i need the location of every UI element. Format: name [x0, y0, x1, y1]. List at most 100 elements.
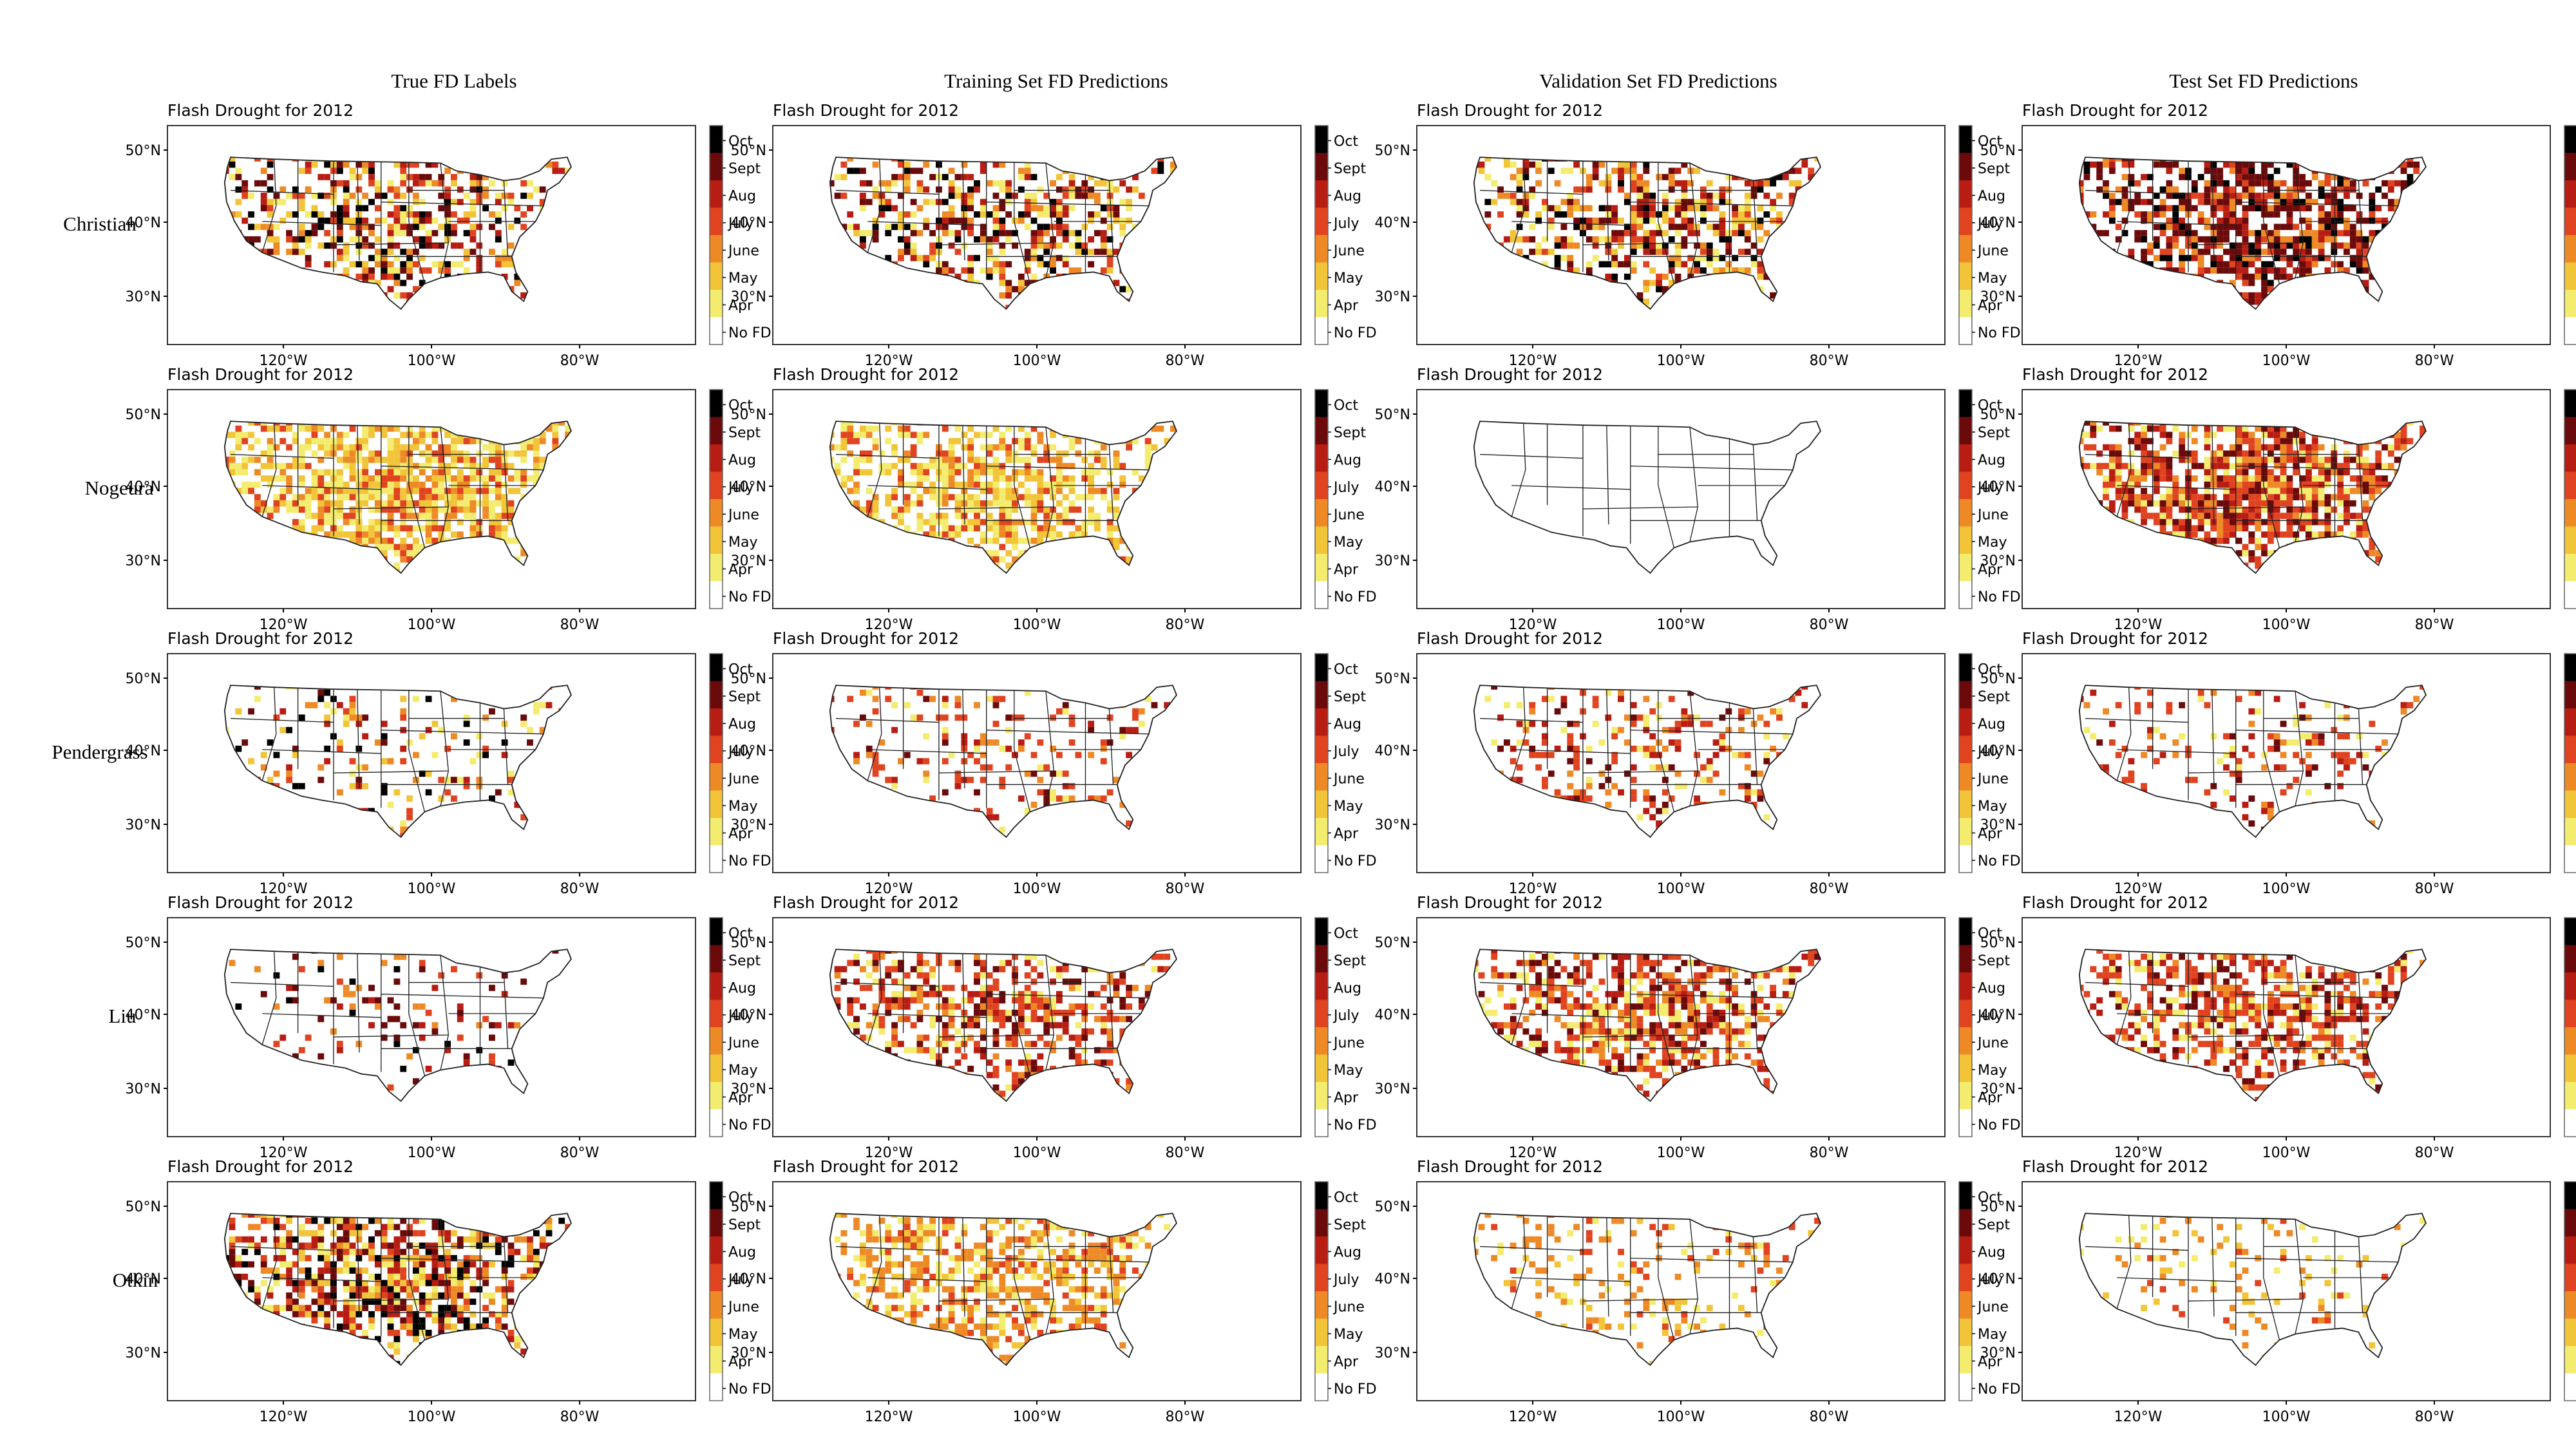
colorbar-label: June — [727, 1035, 759, 1051]
column-title-2: Training Set FD Predictions — [944, 70, 1168, 92]
lat-tick-label: 40°N — [126, 743, 161, 759]
colorbar-swatch — [1315, 126, 1328, 153]
lat-tick-label: 40°N — [731, 1271, 766, 1287]
us-outline — [2078, 421, 2427, 574]
colorbar-swatch — [1959, 554, 1972, 582]
colorbar-swatch — [1315, 1291, 1328, 1319]
lat-tick-label: 30°N — [1375, 1081, 1410, 1097]
lon-tick-label: 80°W — [2415, 353, 2454, 369]
colorbar-label: No FD — [728, 589, 772, 605]
colorbar-label: Oct — [728, 661, 753, 677]
colorbar-swatch — [710, 471, 723, 499]
lon-tick-label: 80°W — [1810, 353, 1849, 369]
colorbar-swatch — [710, 681, 723, 708]
colorbar-swatch — [1959, 262, 1972, 290]
colorbar-swatch — [1315, 945, 1328, 972]
colorbar-label: Aug — [1334, 188, 1361, 204]
colorbar-swatch — [1959, 1346, 1972, 1374]
us-outline — [1473, 1213, 1821, 1367]
colorbar-swatch — [1315, 1082, 1328, 1110]
colorbar-label: Oct — [1334, 661, 1358, 677]
colorbar-label: Aug — [1978, 1244, 2005, 1260]
colorbar-swatch — [1315, 499, 1328, 527]
lat-tick-label: 40°N — [1375, 215, 1410, 231]
colorbar-label: Aug — [1334, 980, 1361, 996]
colorbar-swatch — [710, 290, 723, 317]
colorbar-label: Apr — [1978, 562, 2003, 578]
colorbar: Oct Sept Aug July June May Apr No FD — [709, 389, 772, 609]
colorbar-label: Oct — [1334, 397, 1358, 413]
colorbar: Oct Sept Aug July June May Apr No FD — [1958, 125, 2021, 345]
colorbar-swatch — [1315, 735, 1328, 763]
colorbar-swatch — [1315, 1264, 1328, 1291]
colorbar-label: Apr — [728, 1090, 753, 1106]
colorbar-label: No FD — [1978, 1117, 2021, 1133]
colorbar-swatch — [1315, 471, 1328, 499]
lat-tick-label: 30°N — [1375, 1345, 1410, 1361]
lon-tick-label: 100°W — [1657, 1145, 1705, 1161]
colorbar-label: Oct — [1978, 1189, 2002, 1206]
colorbar-swatch — [1959, 999, 1972, 1027]
lat-tick-label: 50°N — [731, 935, 766, 951]
colorbar-label: May — [1978, 270, 2007, 287]
colorbar-swatch — [1315, 708, 1328, 736]
colorbar-swatch — [710, 207, 723, 235]
colorbar-label: Oct — [1334, 133, 1358, 149]
colorbar: Oct Sept Aug July June May Apr No FD — [1314, 125, 1377, 345]
colorbar-swatch — [710, 818, 723, 846]
colorbar-label: Aug — [1978, 188, 2005, 204]
colorbar-swatch — [1959, 1054, 1972, 1082]
colorbar-label: Apr — [728, 826, 753, 842]
colorbar-swatch — [710, 1373, 723, 1401]
colorbar-swatch — [710, 1082, 723, 1110]
colorbar: Oct Sept Aug July June May Apr No FD — [709, 917, 772, 1137]
colorbar-swatch — [1315, 1318, 1328, 1346]
lon-tick-label: 80°W — [1166, 1409, 1205, 1425]
us-outline — [223, 685, 572, 838]
colorbar-label: Sept — [1334, 425, 1366, 441]
map-svg: 50°N40°N30°N120°W100°W80°WOctSeptAugJuly… — [1980, 125, 2576, 369]
colorbar-swatch — [710, 1264, 723, 1291]
colorbar-swatch — [1959, 790, 1972, 818]
lat-tick-label: 30°N — [1980, 1345, 2016, 1361]
map-svg: 50°N40°N30°N120°W100°W80°WOctSeptAugJuly… — [1980, 1181, 2576, 1425]
lat-tick-label: 40°N — [731, 479, 766, 495]
colorbar-label: Oct — [728, 133, 753, 149]
colorbar-label: May — [1334, 535, 1363, 551]
colorbar-swatch — [710, 1236, 723, 1264]
colorbar-swatch — [2564, 790, 2576, 818]
lon-tick-label: 120°W — [1509, 353, 1557, 369]
lon-tick-label: 100°W — [408, 617, 456, 633]
lat-tick-label: 50°N — [1980, 407, 2016, 423]
colorbar-swatch — [2564, 1109, 2576, 1137]
colorbar-label: No FD — [728, 853, 772, 869]
lon-tick-label: 120°W — [865, 617, 913, 633]
colorbar-swatch — [2564, 1373, 2576, 1401]
colorbar-swatch — [710, 708, 723, 736]
colorbar-label: No FD — [1334, 1117, 1377, 1133]
colorbar-swatch — [2564, 763, 2576, 791]
colorbar-swatch — [2564, 207, 2576, 235]
lat-tick-label: 40°N — [1375, 479, 1410, 495]
lon-tick-label: 100°W — [1013, 1409, 1061, 1425]
colorbar-swatch — [1315, 1209, 1328, 1236]
lon-tick-label: 80°W — [1166, 1145, 1205, 1161]
colorbar-label: Apr — [1334, 1090, 1359, 1106]
colorbar-swatch — [2564, 654, 2576, 681]
lon-tick-label: 100°W — [1013, 353, 1061, 369]
map-svg: 50°N40°N30°N120°W100°W80°WOctSeptAugJuly… — [1980, 917, 2576, 1161]
lon-tick-label: 100°W — [2262, 1145, 2311, 1161]
colorbar: Oct Sept Aug July June May Apr No FD — [709, 1181, 772, 1401]
colorbar-swatch — [710, 972, 723, 1000]
colorbar-label: Sept — [1334, 1217, 1366, 1233]
colorbar-label: No FD — [1334, 325, 1377, 341]
us-map — [1473, 156, 1821, 310]
lat-tick-label: 50°N — [1980, 143, 2016, 159]
lat-tick-label: 50°N — [1375, 935, 1410, 951]
colorbar-label: Sept — [1978, 689, 2010, 705]
colorbar-label: Sept — [1334, 953, 1366, 969]
colorbar-swatch — [2564, 317, 2576, 345]
